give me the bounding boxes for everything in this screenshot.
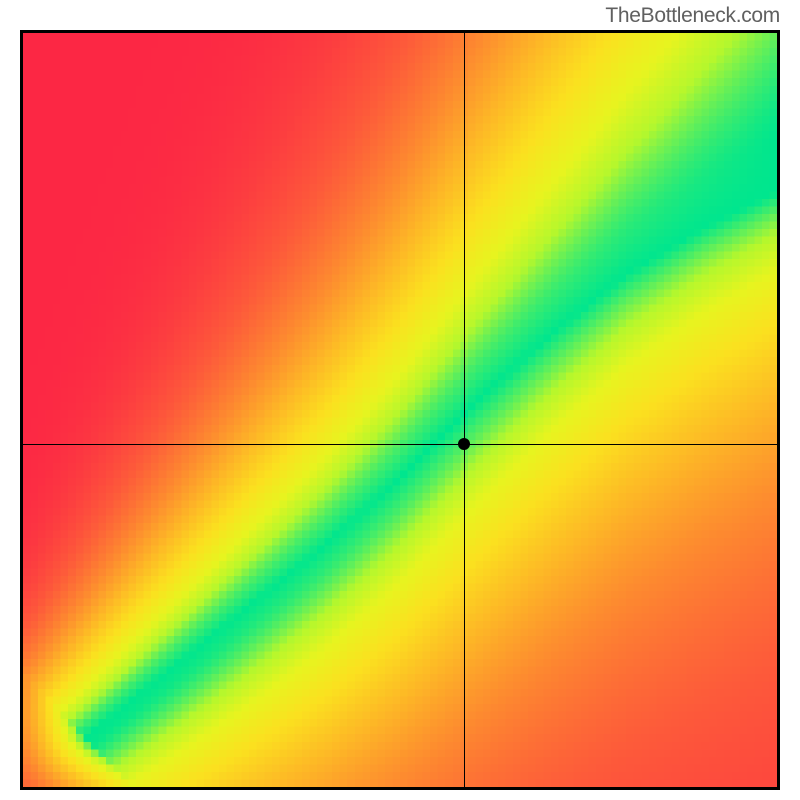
- crosshair-horizontal: [23, 444, 777, 445]
- crosshair-vertical: [464, 33, 465, 787]
- bottleneck-heatmap: [20, 30, 780, 790]
- heatmap-canvas: [23, 33, 777, 787]
- watermark-text: TheBottleneck.com: [605, 4, 780, 28]
- marker-dot: [458, 438, 470, 450]
